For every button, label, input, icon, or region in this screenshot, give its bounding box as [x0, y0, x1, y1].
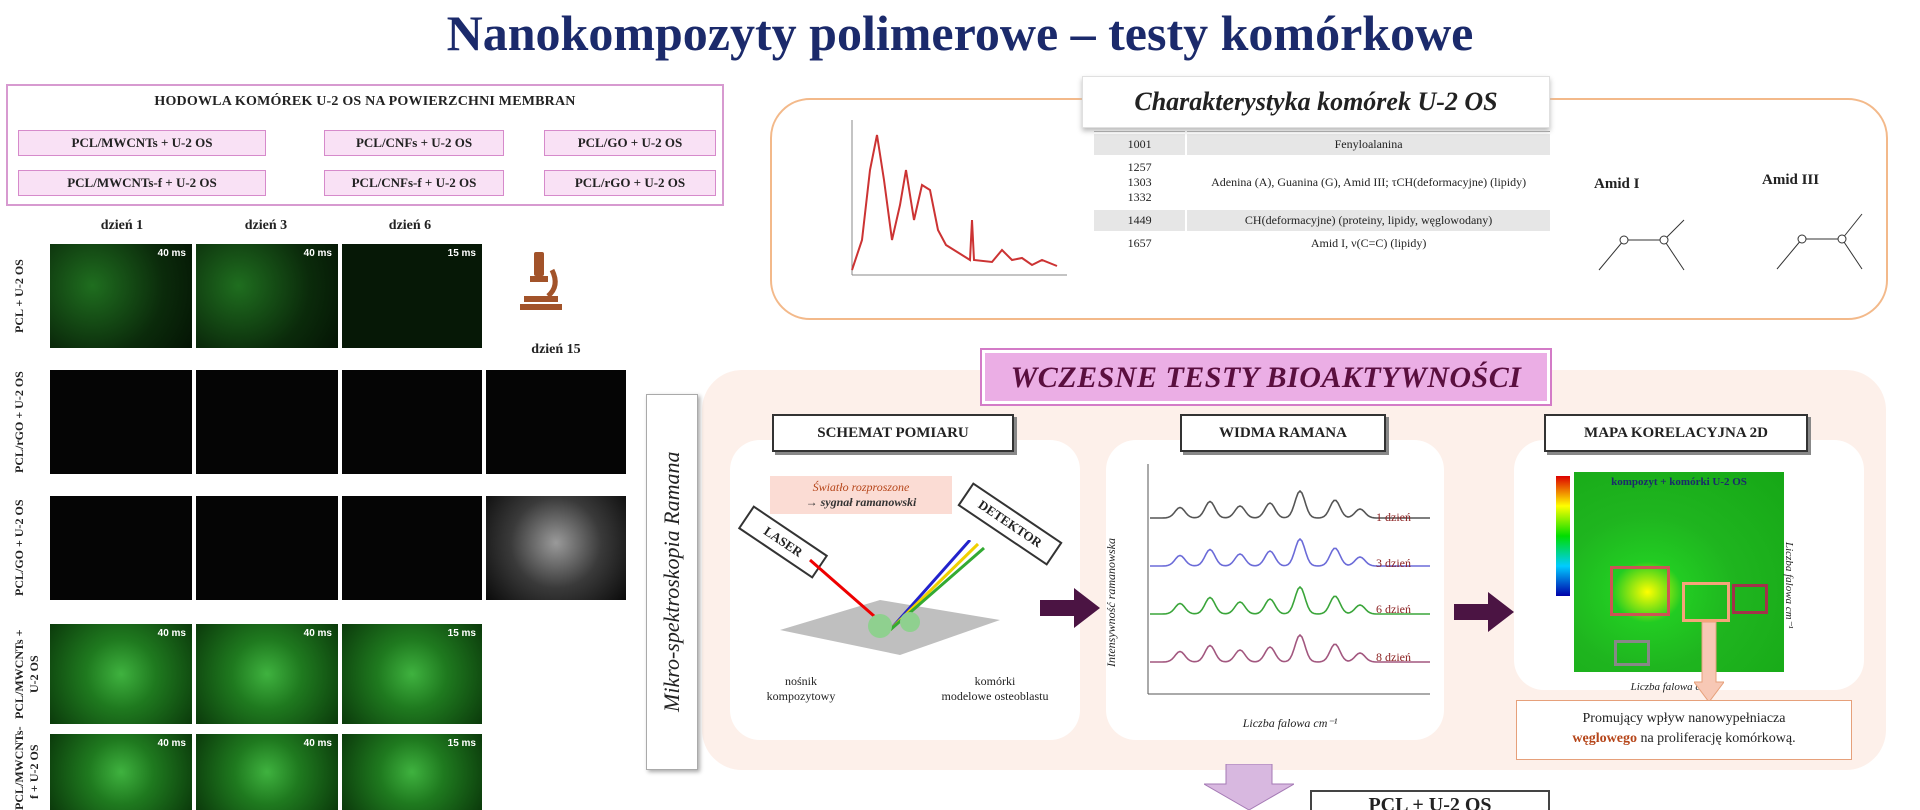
micrograph: 15 ms: [342, 734, 482, 810]
row-label-pcl: PCL + U-2 OS: [12, 259, 26, 333]
day-label-6: dzień 6: [388, 218, 432, 233]
series-1-day: 1 dzień: [1376, 510, 1411, 524]
amide-iii-label: Amid III: [1762, 172, 1820, 188]
arrow-down-icon: [1694, 622, 1724, 702]
amide-i-label: Amid I: [1594, 176, 1640, 192]
micrograph: [50, 496, 192, 600]
correlation-map: [1574, 472, 1784, 672]
arrow-down-icon: [1204, 764, 1294, 810]
pill-pcl-cnfs-f: PCL/CNFs-f + U-2 OS: [324, 170, 504, 196]
row-label-pcl-go: PCL/GO + U-2 OS: [12, 499, 26, 597]
arrow-right-icon: [1040, 588, 1100, 628]
bioactivity-title: WCZESNE TESTY BIOAKTYWNOŚCI: [980, 348, 1552, 406]
final-label: PCL + U-2 OS: [1310, 790, 1550, 810]
spectrum-line: [1150, 489, 1430, 519]
pill-pcl-mwcnts-f: PCL/MWCNTs-f + U-2 OS: [18, 170, 266, 196]
pill-pcl-rgo: PCL/rGO + U-2 OS: [544, 170, 716, 196]
pill-pcl-go: PCL/GO + U-2 OS: [544, 130, 716, 156]
map-highlight: [1732, 584, 1768, 614]
schema-header: SCHEMAT POMIARU: [772, 414, 1014, 452]
micrograph: [342, 370, 482, 474]
conclusion-note: Promujący wpływ nanowypełniacza węgloweg…: [1516, 700, 1852, 760]
assignment-table: Pasmo [cm⁻¹]Przypisanie [223,224] 1001Fe…: [1092, 110, 1552, 256]
micrograph: 40 ms: [50, 624, 192, 724]
pill-pcl-cnfs: PCL/CNFs + U-2 OS: [324, 130, 504, 156]
micrograph: [342, 496, 482, 600]
scatter-note: Światło rozproszone → sygnał ramanowski: [770, 476, 952, 514]
page-title: Nanokompozyty polimerowe – testy komórko…: [446, 5, 1474, 61]
row-label-pcl-mwcnts: PCL/MWCNTs + U-2 OS: [12, 629, 41, 719]
arrow-right-icon: [1454, 592, 1514, 632]
spectra-header: WIDMA RAMANA: [1180, 414, 1386, 452]
map-inner-label: kompozyt + komórki U-2 OS: [1611, 476, 1747, 488]
micrograph: 40 ms: [196, 244, 338, 348]
micrograph: [50, 370, 192, 474]
micrograph: 40 ms: [50, 734, 192, 810]
raman-spectrum-plot: [851, 120, 1067, 276]
day-label-15: dzień 15: [531, 342, 581, 357]
micrograph: [486, 370, 626, 474]
micrograph: [486, 496, 626, 600]
spectrum-line: [1150, 585, 1430, 615]
characteristics-box: Pasmo [cm⁻¹]Przypisanie [223,224] 1001Fe…: [770, 98, 1888, 320]
micrograph: 40 ms: [196, 734, 338, 810]
map-ylabel: Liczba falowa cm⁻¹: [1783, 541, 1795, 629]
spectra-xlabel: Liczba falowa cm⁻¹: [1242, 716, 1338, 730]
amide-iii-diagram: [1776, 213, 1863, 270]
composite-label: nośnik kompozytowy: [766, 674, 836, 703]
spectra-panel: [1106, 440, 1444, 740]
map-header: MAPA KORELACYJNA 2D: [1544, 414, 1808, 452]
micrograph: [196, 496, 338, 600]
series-3-day: 3 dzień: [1376, 556, 1411, 570]
row-label-pcl-mwcnts-f: PCL/MWCNTs-f + U-2 OS: [12, 726, 41, 810]
spectra-ylabel: Intensywność ramanowska: [1104, 538, 1118, 668]
pill-pcl-mwcnts: PCL/MWCNTs + U-2 OS: [18, 130, 266, 156]
map-highlight: [1610, 566, 1670, 616]
day-label-3: dzień 3: [244, 218, 288, 233]
colorbar: [1556, 476, 1570, 596]
row-label-pcl-rgo: PCL/rGO + U-2 OS: [12, 371, 26, 473]
micrograph: 40 ms: [196, 624, 338, 724]
measurement-schema: [780, 540, 1000, 655]
raman-side-label: Mikro-spektroskopia Ramana: [646, 394, 698, 770]
spectrum-line: [1150, 633, 1430, 663]
micrograph: 40 ms: [50, 244, 192, 348]
spectra-plot: [1147, 464, 1430, 695]
spectrum-line: [1150, 537, 1430, 567]
day-label-1: dzień 1: [100, 218, 144, 233]
map-highlight: [1682, 582, 1730, 622]
micrograph: [196, 370, 338, 474]
culture-header: HODOWLA KOMÓREK U-2 OS NA POWIERZCHNI ME…: [154, 94, 576, 109]
amide-i-diagram: [1598, 219, 1685, 271]
map-highlight: [1614, 640, 1650, 666]
culture-box: HODOWLA KOMÓREK U-2 OS NA POWIERZCHNI ME…: [6, 84, 724, 206]
characteristics-title: Charakterystyka komórek U-2 OS: [1082, 76, 1550, 128]
micrograph: 15 ms: [342, 244, 482, 348]
series-6-day: 6 dzień: [1376, 602, 1411, 616]
cell-label: komórki modelowe osteoblastu: [941, 674, 1049, 703]
series-8-day: 8 dzień: [1376, 650, 1411, 664]
micrograph: 15 ms: [342, 624, 482, 724]
microscope-icon: [520, 252, 562, 310]
